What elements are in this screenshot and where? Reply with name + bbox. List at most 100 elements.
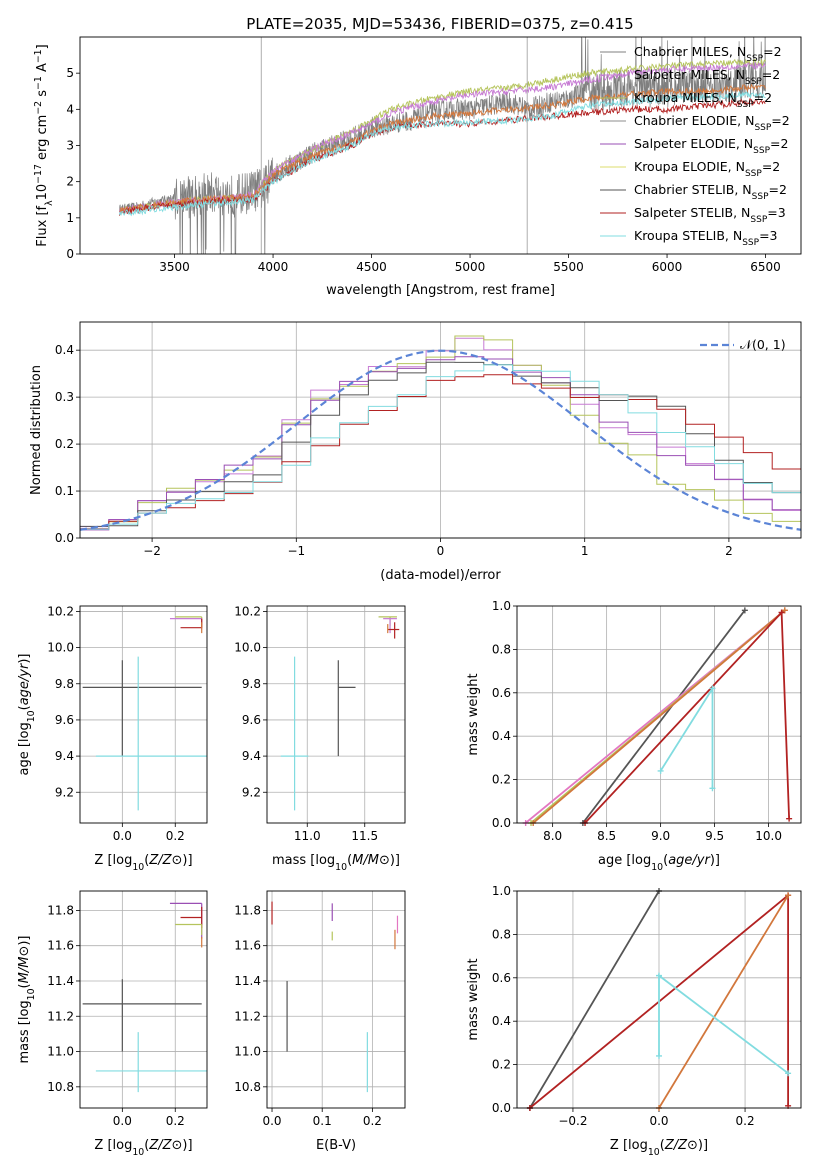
- x-tick-label: 5000: [455, 260, 486, 274]
- panel-1: −2 −1 0 1 2 0.0 0.1 0.2 0.3 0.4 𝒩(0, 1) (data-model…: [29, 321, 802, 583]
- y-tick-label: 1.0: [492, 884, 511, 898]
- y-tick-label: 9.2: [242, 785, 261, 799]
- x-tick-label: 0: [437, 544, 445, 558]
- legend-suffix: =2: [762, 159, 780, 174]
- axes-frame: [79, 321, 802, 539]
- y-tick-label: 0: [66, 247, 74, 261]
- y-tick-label: 0.8: [492, 927, 511, 941]
- plot-area: [280, 616, 400, 811]
- y-tick-label: 0.6: [492, 971, 511, 985]
- weight-marker: [709, 685, 716, 692]
- y-axis-label-part: λ: [44, 200, 55, 206]
- legend-suffix: =2: [763, 44, 781, 59]
- axes-frame: [79, 36, 802, 255]
- y-tick-label: 2: [66, 175, 74, 189]
- y-tick-label: 1: [66, 211, 74, 225]
- x-axis-label: wavelength [Angstrom, rest frame]: [326, 283, 555, 298]
- x-tick-label: 2: [725, 544, 733, 558]
- legend-text: Kroupa ELODIE, N: [634, 159, 745, 174]
- x-axis-label-part: )]: [182, 1138, 192, 1153]
- x-axis-label-part: 10: [648, 1147, 660, 1158]
- x-tick-label: −2: [143, 544, 161, 558]
- y-tick-label: 0.0: [492, 1101, 511, 1115]
- y-tick-label: 0.0: [55, 531, 74, 545]
- legend-text: Chabrier ELODIE, N: [634, 113, 754, 128]
- x-axis-label-part: Z/Z⊙: [148, 1138, 182, 1153]
- x-axis-label-part: M/M⊙: [352, 853, 390, 868]
- y-tick-label: 0.4: [492, 729, 511, 743]
- weight-marker: [656, 972, 662, 979]
- y-tick-label: 0.0: [492, 816, 511, 830]
- legend-label: Salpeter MILES, NSSP=2: [634, 67, 780, 87]
- y-axis-label-part: M/M⊙: [17, 946, 32, 984]
- y-tick-label: 9.4: [242, 749, 261, 763]
- legend-label: Chabrier STELIB, NSSP=2: [634, 182, 787, 202]
- y-axis-label-part: )]: [17, 935, 32, 945]
- y-tick-label: 0.3: [55, 390, 74, 404]
- x-axis-label: Z [log10(Z/Z⊙)]: [94, 853, 192, 873]
- x-tick-label: 4000: [258, 260, 289, 274]
- legend-label: Salpeter ELODIE, NSSP=2: [634, 136, 788, 156]
- y-tick-label: 11.2: [47, 1009, 74, 1023]
- y-tick-label: 0.1: [55, 484, 74, 498]
- axes-frame: [516, 890, 802, 1109]
- gaussian-curve: [80, 349, 801, 531]
- y-tick-label: 4: [66, 102, 74, 116]
- axes-frame: [266, 890, 406, 1109]
- x-axis-label-part: age/yr: [668, 853, 711, 868]
- y-axis-label-part: (: [17, 705, 32, 710]
- x-axis-label-part: E(B-V): [316, 1138, 356, 1153]
- figure-title: PLATE=2035, MJD=53436, FIBERID=0375, z=0…: [246, 15, 633, 33]
- y-axis-label: Normed distribution: [29, 365, 44, 495]
- legend-text: Salpeter STELIB, N: [634, 205, 750, 220]
- y-axis-label-part: −2: [33, 101, 44, 115]
- histogram-chabrier_stelib: [80, 361, 801, 538]
- x-tick-label: 11.5: [351, 829, 378, 843]
- y-axis-label-part: )]: [17, 653, 32, 663]
- x-tick-label: 9.0: [651, 829, 670, 843]
- x-axis-label: Z [log10(Z/Z⊙)]: [610, 1138, 708, 1158]
- y-axis-label-part: 10: [26, 988, 37, 1000]
- panel-5: 0.0 0.210.811.011.211.411.611.8Z [log10(Z…: [17, 890, 208, 1158]
- axes-frame: [266, 605, 406, 824]
- legend-suffix: =3: [759, 228, 777, 243]
- y-axis-label-part: 10: [35, 184, 50, 201]
- x-tick-label: 0.2: [166, 829, 185, 843]
- x-tick-label: 0.0: [649, 1114, 668, 1128]
- y-axis-label: age [log10(age/yr)]: [17, 653, 37, 775]
- panel-2: 0.0 0.29.29.49.69.810.010.2Z [log10(Z/Z⊙)…: [17, 604, 208, 873]
- spectrum-series-2: [118, 61, 766, 215]
- legend-text: Chabrier STELIB, N: [634, 182, 752, 197]
- legend-label: Kroupa ELODIE, NSSP=2: [634, 159, 780, 179]
- x-tick-label: 3500: [159, 260, 190, 274]
- legend-label: Kroupa MILES, NSSP=2: [634, 90, 772, 110]
- legend-label: Salpeter STELIB, NSSP=3: [634, 205, 786, 225]
- weight-marker: [781, 607, 788, 614]
- x-axis-label-part: (: [663, 853, 668, 868]
- legend-sub: SSP: [753, 146, 770, 156]
- y-tick-label: 9.6: [242, 713, 261, 727]
- legend-label: Kroupa STELIB, NSSP=3: [634, 228, 778, 248]
- x-axis-label-part: (: [144, 853, 149, 868]
- legend-label: 𝒩(0, 1): [740, 337, 786, 352]
- panel-0: 3500 4000 4500 5000 5500 6000 6500 0 1 2 3 4 5 Chabri…: [33, 36, 802, 298]
- legend-suffix: =3: [767, 205, 785, 220]
- legend-sub: SSP: [742, 238, 759, 248]
- axes-frame: [79, 605, 208, 824]
- x-axis-label-part: Z [log: [610, 1138, 648, 1153]
- x-tick-label: 0.2: [363, 1114, 382, 1128]
- spectrum-series-5: [118, 90, 766, 217]
- y-tick-label: 0.2: [492, 773, 511, 787]
- y-tick-label: 11.4: [47, 974, 74, 988]
- x-tick-label: −1: [287, 544, 305, 558]
- legend-text: Chabrier MILES, N: [634, 44, 746, 59]
- x-axis-label-part: (: [144, 1138, 149, 1153]
- legend-sub: SSP: [746, 54, 763, 64]
- y-tick-label: 11.0: [47, 1045, 74, 1059]
- weight-marker: [709, 785, 716, 792]
- y-tick-label: 0.6: [492, 686, 511, 700]
- weight-line-chabrier_stelib: [529, 891, 660, 1108]
- y-tick-label: 0.2: [492, 1058, 511, 1072]
- y-tick-label: 3: [66, 139, 74, 153]
- x-axis-label-part: 10: [651, 862, 663, 873]
